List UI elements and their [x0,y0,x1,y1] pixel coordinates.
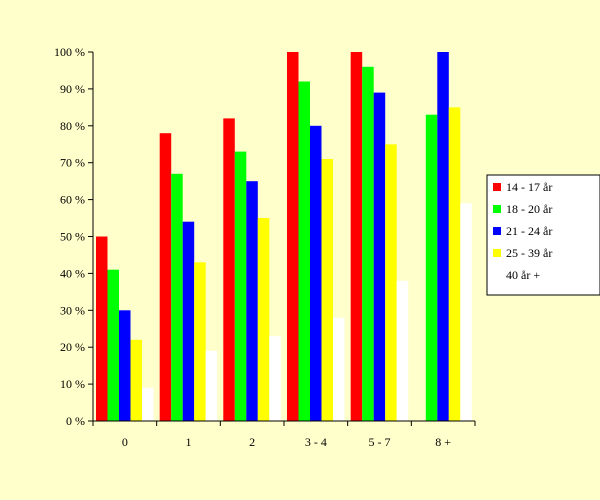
bar [205,350,218,421]
x-tick-label: 1 [186,435,192,449]
legend-label: 25 - 39 år [506,246,552,260]
bar [362,66,374,422]
x-tick-label: 5 - 7 [369,435,391,449]
bar [350,52,363,421]
bar [396,280,409,421]
legend-swatch [493,183,501,191]
y-tick-label: 60 % [60,193,85,207]
y-tick-label: 70 % [60,156,85,170]
bar [171,173,183,421]
bar [246,181,258,421]
bar [425,114,438,421]
legend-box [486,174,600,296]
y-tick-label: 50 % [60,230,85,244]
legend-label: 14 - 17 år [506,180,552,194]
legend-label: 21 - 24 år [506,224,552,238]
y-tick-label: 40 % [60,266,85,280]
y-tick-label: 100 % [54,45,85,59]
bar [142,387,154,421]
y-tick-label: 90 % [60,82,85,96]
legend-swatch [492,270,502,280]
bar [460,203,472,421]
y-tick-label: 10 % [60,377,85,391]
x-tick-label: 0 [122,435,128,449]
bar [96,236,108,421]
legend: 14 - 17 år 18 - 20 år 21 - 24 år 25 - 39 år… [486,174,600,296]
bar [373,92,386,421]
legend-swatch [493,249,501,257]
x-tick-label: 3 - 4 [305,435,327,449]
y-tick-label: 20 % [60,340,85,354]
bar [159,133,172,421]
bar [119,310,131,421]
bar [182,221,195,421]
y-tick-label: 80 % [60,119,85,133]
bar [107,269,119,421]
legend-swatch [493,205,501,213]
legend-swatch [493,227,501,235]
bar [287,52,299,421]
bar [333,317,345,421]
y-tick-label: 0 % [66,414,85,428]
bar [234,151,247,421]
bar [269,336,281,421]
bar [437,52,449,421]
legend-label: 18 - 20 år [506,202,552,216]
bar [257,218,270,421]
x-tick-label: 2 [249,435,255,449]
bar [310,125,322,422]
bar [223,118,235,422]
bar [298,81,310,421]
plot-area: 0 % 10 % 20 % 30 % 40 % 50 % 60 % 70 % 80 % 90 % 1… [54,45,476,449]
bar [385,144,397,422]
bar [194,262,206,421]
legend-label: 40 år + [506,268,540,282]
y-tick-label: 30 % [60,303,85,317]
x-tick-label: 8 + [435,435,451,449]
bar [321,159,333,421]
bar [130,339,142,421]
bar [448,107,461,422]
